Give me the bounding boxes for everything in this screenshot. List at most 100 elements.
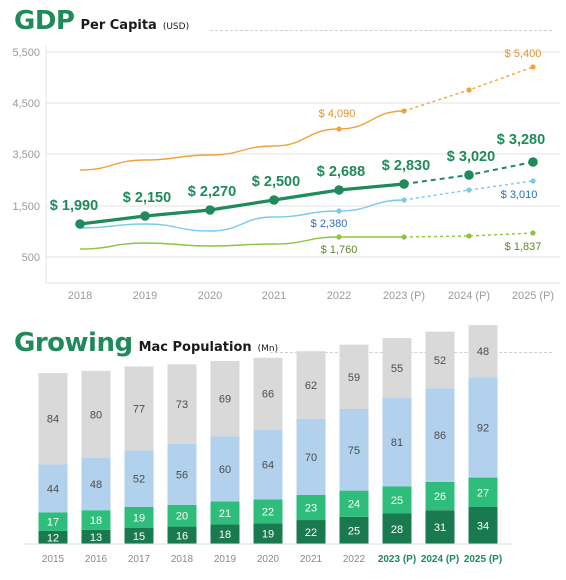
mac-bar-segment-dark (296, 520, 326, 544)
mac-bar-value-label: 64 (262, 459, 274, 471)
gdp-x-tick-label: 2018 (68, 290, 92, 302)
mac-x-tick-label: 2018 (171, 554, 194, 565)
mac-bar-value-label: 23 (305, 503, 317, 515)
mac-bar-segment-dark (382, 513, 412, 544)
mac-title-unit: (Mn) (257, 344, 279, 354)
gdp-series-green-point (401, 234, 407, 240)
gdp-x-tick-label: 2023 (P) (383, 290, 425, 302)
mac-bar-segment-blue (339, 408, 369, 491)
mac-bar-segment-green (296, 494, 326, 521)
gdp-title: GDP Per Capita (USD) (14, 6, 189, 36)
mac-x-tick-label: 2022 (343, 554, 366, 565)
mac-bar-value-label: 21 (219, 508, 231, 520)
mac-bar-segment-green (210, 501, 240, 525)
mac-bar-value-label: 92 (477, 422, 489, 434)
mac-bar-value-label: 13 (90, 532, 102, 544)
mac-bar-segment-gray (296, 351, 326, 419)
mac-bar-value-label: 55 (391, 363, 403, 375)
mac-x-tick-label: 2019 (214, 554, 237, 565)
mac-x-tick-label: 2023 (P) (378, 554, 416, 565)
mac-bar-segment-gray (468, 325, 498, 378)
mac-x-tick-label: 2016 (85, 554, 108, 565)
mac-bar-segment-gray (253, 357, 283, 430)
gdp-series-main-point (269, 195, 279, 205)
mac-bar-segment-gray (124, 366, 154, 451)
mac-bar-value-label: 60 (219, 464, 231, 476)
gdp-series-orange-data-label: $ 4,090 (319, 108, 356, 120)
gdp-series-main-point (464, 170, 474, 180)
gdp-series-orange-point (336, 126, 342, 132)
mac-bar-segment-gray (210, 361, 240, 437)
mac-bar-value-label: 22 (262, 506, 274, 518)
mac-bar-segment-blue (425, 388, 455, 482)
mac-bar-segment-blue (124, 450, 154, 507)
gdp-series-main-data-label: $ 2,500 (252, 174, 300, 190)
mac-bar-segment-dark (253, 523, 283, 544)
mac-bar-value-label: 25 (391, 495, 403, 507)
gdp-series-green-point (336, 234, 342, 240)
mac-bar-segment-gray (38, 373, 68, 465)
gdp-x-tick-label: 2025 (P) (512, 290, 554, 302)
mac-bar-segment-green (81, 510, 111, 530)
gdp-series-blue-point (530, 178, 536, 184)
mac-bar-segment-blue (167, 443, 197, 505)
gdp-series-blue-projection (403, 180, 534, 201)
mac-bar-value-label: 62 (305, 380, 317, 392)
gdp-series-blue-point (401, 197, 407, 203)
mac-bar-segment-blue (210, 436, 240, 502)
mac-bar-value-label: 69 (219, 394, 231, 406)
mac-bar-segment-gray (382, 338, 412, 399)
gdp-y-tick-label: 4,500 (12, 98, 40, 110)
mac-bar-value-label: 48 (90, 479, 102, 491)
mac-bar-value-label: 15 (133, 531, 145, 543)
gdp-x-tick-label: 2021 (262, 290, 286, 302)
mac-bar-value-label: 75 (348, 445, 360, 457)
mac-bar-segment-blue (296, 418, 326, 495)
gdp-series-orange-point (466, 87, 472, 93)
gdp-series-main-point (334, 185, 344, 195)
gdp-series-blue-point (466, 187, 472, 193)
gdp-series-main-data-label: $ 2,688 (317, 164, 365, 180)
mac-bar-segment-green (38, 512, 68, 531)
mac-bar-value-label: 52 (434, 355, 446, 367)
mac-bar-value-label: 73 (176, 399, 188, 411)
mac-bar-value-label: 80 (90, 409, 102, 421)
mac-bar-value-label: 26 (434, 491, 446, 503)
mac-bar-segment-blue (382, 398, 412, 487)
mac-bar-segment-dark (468, 506, 498, 544)
mac-bar-value-label: 48 (477, 346, 489, 358)
mac-bar-segment-gray (167, 364, 197, 444)
gdp-line-chart: 5,500 4,500 3,500 1,500 500 2018 2019 2020 2021 2… (12, 45, 560, 302)
mac-x-tick-label: 2025 (P) (464, 554, 502, 565)
mac-bar-value-label: 19 (133, 512, 145, 524)
mac-bar-value-label: 18 (219, 529, 231, 541)
gdp-series-main-data-label: $ 2,150 (123, 190, 171, 206)
gdp-series-blue-point (336, 208, 342, 214)
mac-bar-value-label: 34 (477, 520, 489, 532)
mac-bar-segment-blue (81, 457, 111, 511)
mac-bar-value-label: 52 (133, 474, 145, 486)
mac-x-tick-label: 2015 (42, 554, 65, 565)
mac-title-main: Growing (14, 328, 133, 358)
mac-bar-value-label: 59 (348, 372, 360, 384)
gdp-series-main-point (399, 179, 409, 189)
gdp-series-main-point (528, 157, 538, 167)
gdp-series-orange-point (530, 64, 536, 70)
gdp-series-green-data-label: $ 1,760 (321, 244, 358, 256)
gdp-y-tick-label: 500 (22, 252, 40, 264)
mac-bar-value-label: 66 (262, 389, 274, 401)
mac-x-tick-label: 2020 (257, 554, 280, 565)
mac-bar-value-label: 12 (47, 532, 59, 544)
mac-bar-value-label: 22 (305, 527, 317, 539)
gdp-series-main-data-label: $ 3,020 (447, 149, 495, 165)
mac-bar-value-label: 77 (133, 403, 145, 415)
mac-x-tick-label: 2017 (128, 554, 151, 565)
mac-bar-segment-green (253, 499, 283, 524)
mac-bar-value-label: 44 (47, 483, 59, 495)
mac-bar-segment-dark (81, 529, 111, 544)
mac-bar-value-label: 84 (47, 414, 59, 426)
mac-bar-segment-blue (253, 429, 283, 500)
gdp-title-main: GDP (14, 6, 75, 36)
mac-bar-segment-dark (210, 524, 240, 544)
mac-bar-segment-gray (81, 370, 111, 458)
